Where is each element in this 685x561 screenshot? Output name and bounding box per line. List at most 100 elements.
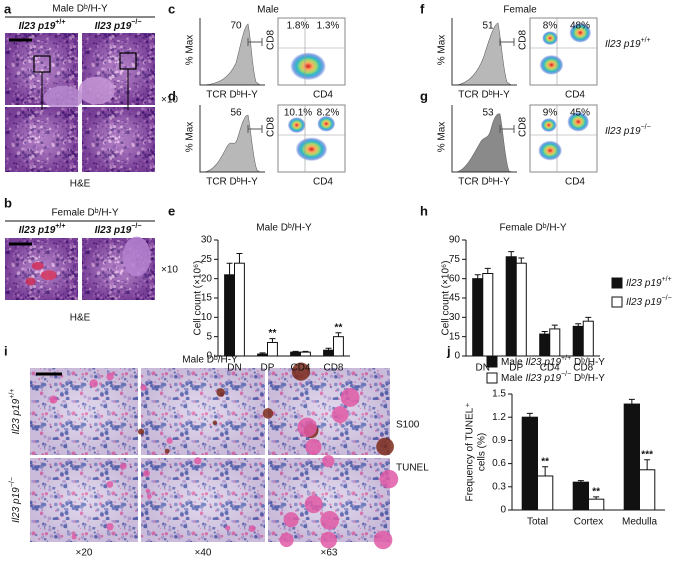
text-part: Il23 p19 <box>525 357 561 368</box>
micrograph <box>5 107 78 172</box>
stain-spot <box>143 469 150 477</box>
panel-letter: g <box>420 88 428 103</box>
x-axis-label: TCR DᵇH-Y <box>458 90 510 101</box>
y-tick-label: 20 <box>201 273 213 284</box>
micrograph-shade <box>141 458 265 542</box>
text-part: −/− <box>662 295 672 302</box>
stain-spot <box>78 76 115 105</box>
stain-label: H&E <box>70 313 91 324</box>
stain-spot <box>320 511 339 530</box>
text-part: Male <box>501 373 525 384</box>
stain-spot <box>212 420 218 426</box>
stain-spot <box>166 437 173 444</box>
stain-spot <box>140 384 147 391</box>
magnification: ×20 <box>76 548 93 559</box>
y-tick-label: 45 <box>449 293 461 304</box>
panel-title: Male Dᵇ/H-Y <box>182 355 238 366</box>
quadrant-value: 10.1% <box>284 108 312 119</box>
x-tick-label: Total <box>527 517 548 528</box>
gate <box>247 125 263 133</box>
magnification: ×10 <box>161 265 178 276</box>
micrograph-shade <box>30 368 138 455</box>
y-tick-label: 1.2 <box>492 412 506 423</box>
y-axis-label: % Max <box>437 35 448 66</box>
chart-title: Male Dᵇ/H-Y <box>256 223 312 234</box>
text-part: Dᵇ/H-Y <box>571 357 605 368</box>
micrograph <box>30 458 138 542</box>
y-axis-label: Cell count (×10⁶) <box>441 261 452 336</box>
histogram <box>455 113 513 173</box>
x-tick-label: Cortex <box>574 517 603 528</box>
y-tick-label: 0.9 <box>492 435 506 446</box>
text-part: +/+ <box>641 37 651 44</box>
stain-label: S100 <box>396 420 420 431</box>
quadrant-value: 1.3% <box>317 21 340 32</box>
quadrant-value: 45% <box>570 108 590 119</box>
error-bar <box>644 459 651 470</box>
y-tick-label: 0 <box>500 505 506 516</box>
y-axis-label: % Max <box>185 122 196 153</box>
panel-letter: d <box>168 88 176 103</box>
significance: ** <box>541 456 549 467</box>
text-part: Il23 p19 <box>525 373 561 384</box>
bar <box>572 325 584 357</box>
y-tick-label: 0 <box>206 351 212 362</box>
y-tick-label: 1.5 <box>492 389 506 400</box>
stain-spot <box>297 417 317 438</box>
histogram-value: 53 <box>482 108 494 119</box>
stain-spot <box>49 395 58 404</box>
stain-spot <box>25 277 36 286</box>
y-tick-label: 90 <box>449 235 461 246</box>
stain-spot <box>146 494 152 499</box>
micrograph-shade <box>82 107 155 172</box>
text-part: −/− <box>131 19 141 26</box>
panel-letter: h <box>420 203 428 218</box>
text-part: Il23 p19 <box>95 21 132 32</box>
bar <box>472 278 484 357</box>
x-tick-label: DN <box>476 363 490 374</box>
flow-population <box>539 54 564 75</box>
significance: ** <box>592 486 600 497</box>
stain-spot <box>305 438 322 456</box>
bar <box>539 333 551 357</box>
genotype-label: Il23 p19−/− <box>95 19 142 32</box>
x-tick-label: CD4 <box>290 363 310 374</box>
y-tick-label: 15 <box>449 331 461 342</box>
error-bar <box>236 253 243 264</box>
flow-population <box>540 118 557 133</box>
y-axis-label: CD8 <box>518 30 529 50</box>
y-axis-label: Cell count (×10⁶) <box>193 261 204 336</box>
magnification: ×10 <box>161 95 178 106</box>
legend-label: Male Il23 p19+/+ Dᵇ/H-Y <box>501 355 605 368</box>
panel-letter: e <box>168 203 175 218</box>
bar <box>549 328 561 357</box>
stain-spot <box>71 534 77 540</box>
text-part: −/− <box>561 371 571 378</box>
error-bar <box>585 316 592 322</box>
error-bar <box>508 251 515 257</box>
genotype-label: Il23 p19+/+ <box>605 37 651 50</box>
text-part: −/− <box>131 223 141 230</box>
x-tick-label: DP <box>261 363 275 374</box>
text-part: +/+ <box>662 276 672 283</box>
stain-spot <box>373 530 393 550</box>
stain-spot <box>43 85 84 110</box>
genotype-label: Il23 p19+/+ <box>19 223 66 236</box>
histogram-value: 56 <box>230 108 242 119</box>
x-tick-label: CD8 <box>573 363 593 374</box>
panel-letter: c <box>168 1 175 16</box>
bar <box>505 256 517 357</box>
bar <box>323 349 335 357</box>
legend-label: Il23 p19−/− <box>626 295 672 308</box>
panel-letter: a <box>4 1 12 16</box>
y-tick-label: 60 <box>449 273 461 284</box>
legend-swatch <box>486 372 498 384</box>
stain-spot <box>194 457 202 465</box>
stain-spot <box>106 481 114 488</box>
text-part: Male <box>501 357 525 368</box>
error-bar <box>259 352 266 355</box>
stain-spot <box>291 362 311 381</box>
stain-spot <box>31 261 44 270</box>
x-tick-label: CD8 <box>323 363 343 374</box>
